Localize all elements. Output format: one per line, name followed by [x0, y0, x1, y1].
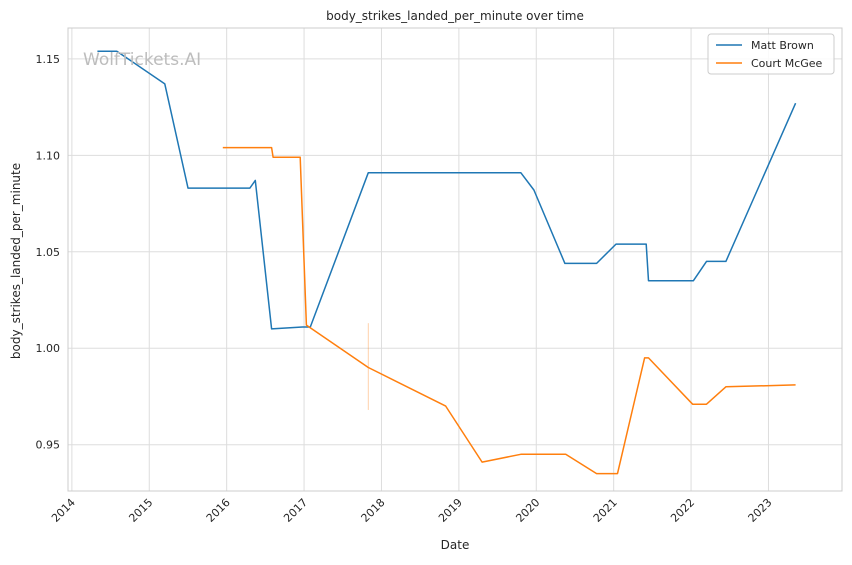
watermark-text: WolfTickets.AI: [83, 50, 201, 70]
y-axis-label: body_strikes_landed_per_minute: [9, 163, 23, 359]
tick-labels: 2014 2015 2016 2017 2018 2019 2020 2021 2022 2023…: [36, 53, 775, 525]
legend: Matt Brown Court McGee: [707, 33, 835, 75]
plot-frame: [67, 27, 843, 492]
series-lines: [97, 50, 797, 475]
grid-lines: [68, 28, 842, 491]
y-tick-label: 0.95: [36, 439, 61, 452]
x-axis-label: Date: [441, 538, 470, 552]
y-tick-label: 1.00: [36, 342, 61, 355]
legend-label: Matt Brown: [751, 39, 814, 52]
y-tick-label: 1.10: [36, 149, 61, 162]
y-tick-label: 1.15: [36, 53, 61, 66]
series-line-0: [97, 50, 797, 330]
legend-label: Court McGee: [751, 57, 823, 70]
series-line-1: [222, 146, 796, 475]
legend-box: [707, 33, 835, 75]
y-tick-label: 1.05: [36, 246, 61, 259]
chart-title: body_strikes_landed_per_minute over time: [326, 9, 584, 23]
